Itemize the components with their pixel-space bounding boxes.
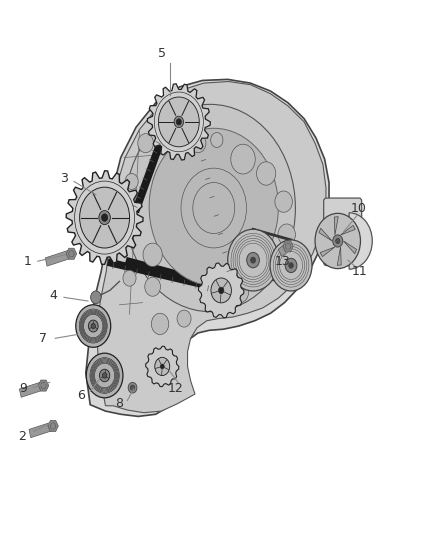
Polygon shape xyxy=(341,225,355,235)
Circle shape xyxy=(102,373,107,378)
Polygon shape xyxy=(278,243,290,256)
Circle shape xyxy=(336,238,340,244)
Polygon shape xyxy=(198,263,244,318)
Polygon shape xyxy=(148,84,210,160)
Circle shape xyxy=(102,214,108,221)
Circle shape xyxy=(275,191,292,212)
Text: 1: 1 xyxy=(24,255,32,268)
Polygon shape xyxy=(19,381,46,397)
Circle shape xyxy=(160,364,164,369)
Circle shape xyxy=(76,305,111,348)
Circle shape xyxy=(174,116,184,127)
Circle shape xyxy=(99,211,110,224)
Wedge shape xyxy=(349,213,372,269)
Circle shape xyxy=(247,253,259,268)
Circle shape xyxy=(219,287,224,294)
Circle shape xyxy=(125,104,295,312)
Circle shape xyxy=(263,256,279,275)
Circle shape xyxy=(159,97,199,147)
Circle shape xyxy=(145,277,160,296)
Circle shape xyxy=(123,270,136,286)
Polygon shape xyxy=(97,82,326,413)
Circle shape xyxy=(143,243,162,266)
Polygon shape xyxy=(319,228,332,241)
Circle shape xyxy=(123,222,136,238)
Circle shape xyxy=(177,310,191,327)
Circle shape xyxy=(231,144,255,174)
Circle shape xyxy=(131,385,135,390)
Circle shape xyxy=(88,320,98,332)
Text: 6: 6 xyxy=(78,389,85,402)
Text: 3: 3 xyxy=(60,172,68,185)
Circle shape xyxy=(211,278,231,303)
Polygon shape xyxy=(45,249,74,266)
Circle shape xyxy=(315,213,360,269)
Circle shape xyxy=(211,133,223,148)
Circle shape xyxy=(231,281,249,303)
Polygon shape xyxy=(48,421,58,432)
Circle shape xyxy=(333,235,343,247)
Polygon shape xyxy=(343,241,357,254)
Text: 4: 4 xyxy=(49,289,57,302)
Polygon shape xyxy=(334,217,338,235)
Circle shape xyxy=(99,369,110,382)
Polygon shape xyxy=(86,79,329,416)
Circle shape xyxy=(149,128,279,286)
Circle shape xyxy=(91,324,95,328)
Polygon shape xyxy=(66,248,77,259)
Circle shape xyxy=(289,263,293,268)
Circle shape xyxy=(125,173,138,189)
Circle shape xyxy=(138,134,153,153)
Polygon shape xyxy=(146,346,179,386)
Circle shape xyxy=(285,259,297,272)
Circle shape xyxy=(177,119,181,125)
Polygon shape xyxy=(320,247,335,256)
Text: 13: 13 xyxy=(275,255,290,268)
FancyBboxPatch shape xyxy=(324,198,362,265)
Circle shape xyxy=(91,291,101,304)
Circle shape xyxy=(128,382,137,393)
Text: 10: 10 xyxy=(351,201,367,214)
Text: 12: 12 xyxy=(167,382,183,395)
Circle shape xyxy=(228,229,279,291)
Circle shape xyxy=(257,162,276,185)
Polygon shape xyxy=(29,422,55,438)
Text: 7: 7 xyxy=(39,332,47,345)
Circle shape xyxy=(151,313,169,335)
Circle shape xyxy=(155,357,170,376)
Text: 9: 9 xyxy=(19,382,27,395)
Text: 8: 8 xyxy=(116,397,124,410)
Polygon shape xyxy=(66,171,143,264)
Circle shape xyxy=(270,240,312,291)
Circle shape xyxy=(190,134,206,153)
Text: 11: 11 xyxy=(352,265,367,278)
Text: 2: 2 xyxy=(18,430,26,443)
Polygon shape xyxy=(337,247,341,265)
Circle shape xyxy=(86,353,123,398)
Circle shape xyxy=(153,126,164,139)
Polygon shape xyxy=(38,380,49,391)
Circle shape xyxy=(80,187,130,248)
Circle shape xyxy=(251,257,256,263)
Circle shape xyxy=(278,224,295,245)
Text: 5: 5 xyxy=(158,47,166,60)
Polygon shape xyxy=(283,241,293,252)
